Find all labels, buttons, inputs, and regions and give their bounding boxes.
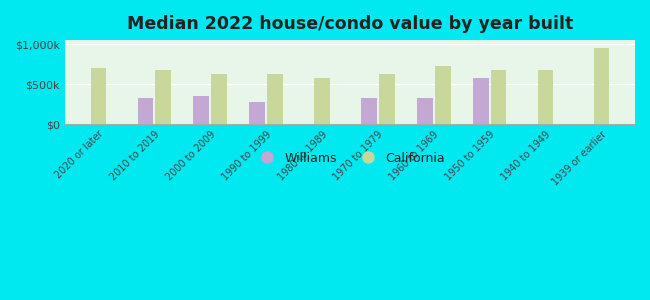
Bar [138, 98, 153, 124]
Bar [417, 98, 433, 124]
Bar [155, 70, 171, 124]
Bar [211, 74, 227, 124]
Bar [473, 79, 489, 124]
Bar [435, 67, 450, 124]
Legend: Williams, California: Williams, California [250, 147, 450, 170]
Bar [250, 102, 265, 124]
Bar [267, 74, 283, 124]
Title: Median 2022 house/condo value by year built: Median 2022 house/condo value by year bu… [127, 15, 573, 33]
Bar [538, 70, 553, 124]
Bar [379, 74, 395, 124]
Bar [194, 96, 209, 124]
Bar [593, 48, 609, 124]
Bar [361, 98, 377, 124]
Bar [491, 70, 506, 124]
Bar [314, 78, 330, 124]
Bar [90, 68, 106, 124]
